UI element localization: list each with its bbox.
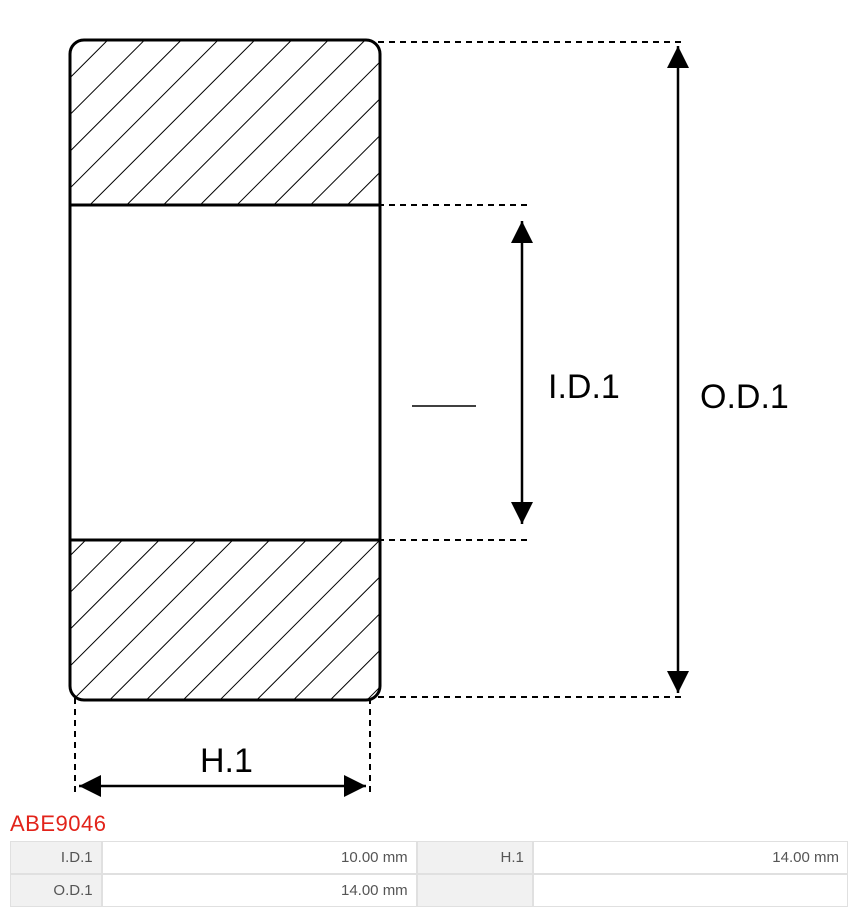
dim-key: O.D.1 [10,874,102,907]
part-code-title: ABE9046 [0,805,848,841]
dim-value: 10.00 mm [102,841,417,874]
dim-value: 14.00 mm [533,841,848,874]
svg-text:H.1: H.1 [200,742,253,780]
dim-key: H.1 [417,841,533,874]
dimensions-table: I.D.1 10.00 mm H.1 14.00 mm O.D.1 14.00 … [10,841,848,907]
dim-value: 14.00 mm [102,874,417,907]
technical-diagram: O.D.1 I.D.1 H.1 [0,0,848,805]
dim-key: I.D.1 [10,841,102,874]
svg-text:I.D.1: I.D.1 [548,368,620,406]
dim-key [417,874,533,907]
diagram-svg: O.D.1 I.D.1 H.1 [0,0,848,805]
table-row: O.D.1 14.00 mm [10,874,848,907]
dim-value [533,874,848,907]
table-row: I.D.1 10.00 mm H.1 14.00 mm [10,841,848,874]
svg-text:O.D.1: O.D.1 [700,378,789,416]
